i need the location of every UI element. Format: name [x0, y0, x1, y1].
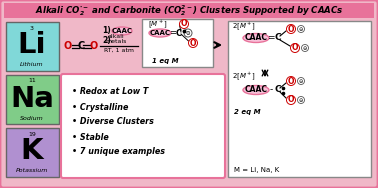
- Text: • Diverse Clusters: • Diverse Clusters: [72, 118, 154, 127]
- Text: C: C: [275, 86, 281, 95]
- Circle shape: [287, 96, 296, 105]
- Text: Lithium: Lithium: [20, 62, 44, 67]
- Text: O: O: [181, 20, 187, 29]
- Text: M = Li, Na, K: M = Li, Na, K: [234, 167, 279, 173]
- Text: 19: 19: [28, 131, 36, 136]
- Text: 2): 2): [102, 36, 111, 45]
- Text: $\ominus$: $\ominus$: [298, 96, 304, 104]
- Text: $2[M^+]$: $2[M^+]$: [232, 20, 256, 32]
- FancyBboxPatch shape: [141, 18, 212, 67]
- Text: 3: 3: [30, 26, 34, 30]
- Text: 1): 1): [102, 27, 111, 36]
- Ellipse shape: [112, 27, 132, 35]
- Circle shape: [180, 20, 189, 29]
- Text: Li: Li: [18, 31, 46, 59]
- Text: CAAC: CAAC: [245, 86, 268, 95]
- Circle shape: [302, 45, 308, 52]
- Text: • 7 unique examples: • 7 unique examples: [72, 148, 165, 156]
- Text: O: O: [292, 43, 298, 52]
- Text: O: O: [288, 77, 294, 86]
- Text: $\bfit{Alkali\ CO_2^{\bullet-}\ and\ Carbonite\ (CO_2^{2-})\ Clusters\ Supported: $\bfit{Alkali\ CO_2^{\bullet-}\ and\ Car…: [35, 3, 343, 18]
- Text: CAAC: CAAC: [245, 33, 268, 42]
- Text: K: K: [21, 137, 43, 165]
- Circle shape: [291, 43, 299, 52]
- Text: O: O: [288, 96, 294, 105]
- Text: $\ominus$: $\ominus$: [298, 77, 304, 85]
- Ellipse shape: [243, 33, 269, 42]
- Text: $\ominus$: $\ominus$: [302, 44, 308, 52]
- FancyBboxPatch shape: [61, 74, 225, 178]
- FancyBboxPatch shape: [6, 74, 59, 124]
- Text: 2 eq M: 2 eq M: [234, 109, 260, 115]
- Text: alkali: alkali: [108, 34, 124, 39]
- Text: $\ominus$: $\ominus$: [298, 25, 304, 33]
- Text: C: C: [275, 33, 281, 42]
- Circle shape: [287, 24, 296, 33]
- Circle shape: [297, 77, 305, 84]
- Circle shape: [287, 77, 296, 86]
- Text: CAAC: CAAC: [112, 28, 133, 34]
- Circle shape: [297, 96, 305, 104]
- FancyBboxPatch shape: [6, 21, 59, 70]
- Text: C: C: [77, 41, 85, 51]
- Text: -: -: [270, 86, 273, 95]
- Text: Sodium: Sodium: [20, 115, 44, 121]
- FancyBboxPatch shape: [228, 20, 370, 177]
- Text: C: C: [176, 29, 182, 37]
- Text: $\ominus$: $\ominus$: [185, 29, 191, 37]
- Text: 11: 11: [28, 79, 36, 83]
- Text: O: O: [90, 41, 98, 51]
- Text: O: O: [64, 41, 72, 51]
- Text: Potassium: Potassium: [16, 168, 48, 174]
- Text: O: O: [190, 39, 196, 48]
- Circle shape: [189, 39, 197, 48]
- Text: Na: Na: [10, 85, 54, 113]
- Text: $2[M^+]$: $2[M^+]$: [232, 70, 256, 82]
- Text: O: O: [288, 24, 294, 33]
- Circle shape: [184, 29, 192, 37]
- Text: RT, 1 atm: RT, 1 atm: [104, 48, 134, 53]
- Text: =: =: [267, 33, 275, 42]
- Text: • Stable: • Stable: [72, 133, 109, 142]
- Text: metals: metals: [105, 39, 127, 44]
- Ellipse shape: [149, 29, 171, 37]
- FancyBboxPatch shape: [4, 3, 374, 18]
- Text: $[M^+]$: $[M^+]$: [148, 18, 167, 30]
- Text: =: =: [169, 29, 177, 37]
- Text: 1 eq M: 1 eq M: [152, 58, 178, 64]
- Text: CAAC: CAAC: [150, 30, 170, 36]
- FancyBboxPatch shape: [6, 127, 59, 177]
- Ellipse shape: [243, 86, 269, 95]
- Text: • Redox at Low T: • Redox at Low T: [72, 87, 149, 96]
- Circle shape: [297, 26, 305, 33]
- Text: • Crystalline: • Crystalline: [72, 102, 129, 111]
